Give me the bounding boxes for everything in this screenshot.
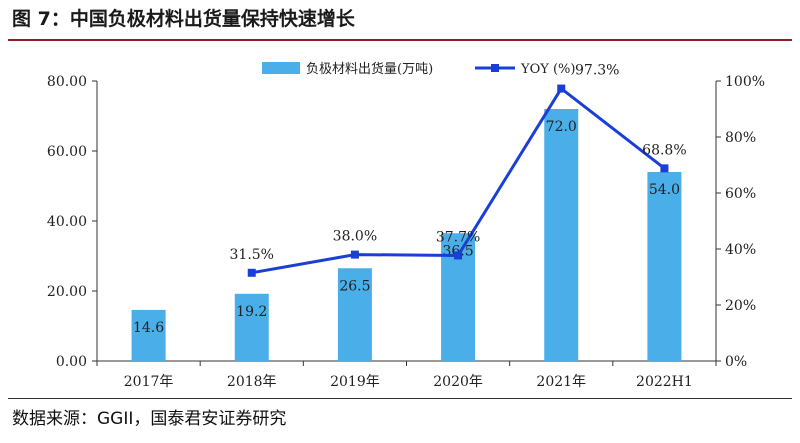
- chart: 0.00 20.00 40.00 60.00 80.00 0% 20% 40% 60% 80% 10…: [47, 61, 765, 390]
- yoy-point: [247, 268, 256, 277]
- yoy-point: [350, 250, 359, 259]
- legend-line-label: YOY (%): [520, 62, 575, 77]
- x-tick-label: 2019年: [330, 374, 380, 390]
- bar-data-label: 14.6: [133, 320, 164, 336]
- legend-bar-label: 负极材料出货量(万吨): [306, 61, 433, 77]
- yoy-point: [660, 164, 669, 173]
- y-right-tick-label: 80%: [725, 130, 756, 146]
- y-right-tick-label: 100%: [725, 74, 765, 90]
- y-left-tick-label: 20.00: [47, 284, 87, 300]
- y-right-tick-label: 0%: [725, 354, 747, 370]
- legend-line-marker: [491, 64, 499, 72]
- figure-title: 图 7：中国负极材料出货量保持快速增长: [12, 8, 355, 30]
- yoy-data-label: 97.3%: [575, 63, 619, 79]
- bar-series: 14.619.226.536.572.054.0: [131, 109, 682, 361]
- y-right-tick-label: 60%: [725, 186, 756, 202]
- source-divider: [8, 398, 792, 399]
- y-left-tick-label: 80.00: [47, 74, 87, 90]
- x-tick-label: 2018年: [227, 374, 277, 390]
- bar: [131, 309, 166, 361]
- x-tick-label: 2022H1: [636, 374, 693, 390]
- bar-data-label: 72.0: [546, 119, 577, 135]
- bar-data-label: 26.5: [339, 278, 370, 294]
- x-tick-label: 2021年: [536, 374, 586, 390]
- bar: [544, 109, 579, 361]
- bar: [647, 172, 682, 361]
- y-left-tick-label: 0.00: [56, 354, 87, 370]
- chart-legend: 负极材料出货量(万吨) YOY (%): [262, 61, 575, 77]
- title-divider: [8, 39, 792, 41]
- yoy-data-label: 37.7%: [436, 229, 480, 245]
- chart-axes: 0.00 20.00 40.00 60.00 80.00 0% 20% 40% 60% 80% 10…: [47, 74, 765, 390]
- y-right-tick-label: 40%: [725, 242, 756, 258]
- yoy-point: [454, 251, 463, 260]
- bar-data-label: 19.2: [236, 304, 267, 320]
- yoy-data-label: 38.0%: [333, 229, 377, 245]
- legend-bar-swatch: [262, 62, 300, 74]
- yoy-data-label: 68.8%: [642, 142, 686, 158]
- y-right-tick-label: 20%: [725, 298, 756, 314]
- y-left-tick-label: 40.00: [47, 214, 87, 230]
- bar-data-label: 54.0: [649, 182, 680, 198]
- x-tick-label: 2020年: [433, 374, 483, 390]
- source-note: 数据来源：GGII，国泰君安证券研究: [12, 409, 287, 429]
- y-left-tick-label: 60.00: [47, 144, 87, 160]
- x-tick-label: 2017年: [124, 374, 174, 390]
- bar: [234, 293, 269, 361]
- line-series: 31.5% 38.0% 37.7% 97.3% 68.8%: [230, 63, 687, 277]
- yoy-data-label: 31.5%: [230, 247, 274, 263]
- bar: [337, 268, 372, 361]
- yoy-point: [557, 84, 566, 93]
